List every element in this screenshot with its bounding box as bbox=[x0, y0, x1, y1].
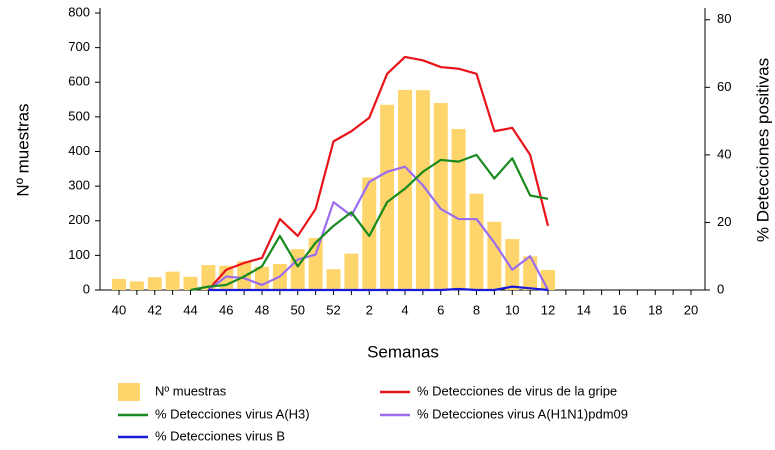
x-tick-label: 10 bbox=[505, 302, 519, 317]
y-tick-label: 800 bbox=[68, 4, 90, 19]
x-tick-label: 6 bbox=[437, 302, 444, 317]
x-tick-label: 42 bbox=[148, 302, 162, 317]
line bbox=[190, 153, 549, 292]
x-tick-label: 2 bbox=[366, 302, 373, 317]
legend-label: % Detecciones virus A(H1N1)pdm09 bbox=[417, 406, 628, 421]
y-axis-title: Nº muestras bbox=[13, 103, 32, 196]
x-tick-label: 40 bbox=[112, 302, 126, 317]
line bbox=[207, 55, 550, 291]
bar bbox=[469, 193, 484, 290]
bar bbox=[415, 90, 430, 291]
x-tick-label: 20 bbox=[684, 302, 698, 317]
bar bbox=[183, 276, 198, 290]
x-tick-label: 18 bbox=[648, 302, 662, 317]
bar bbox=[112, 278, 126, 290]
x-tick-label: 50 bbox=[291, 302, 305, 317]
bar bbox=[505, 239, 520, 290]
bar bbox=[451, 128, 466, 290]
x-tick-label: 12 bbox=[541, 302, 555, 317]
x-tick-label: 46 bbox=[219, 302, 233, 317]
x-tick-label: 16 bbox=[612, 302, 626, 317]
bar bbox=[201, 265, 216, 290]
legend-label: % Detecciones virus B bbox=[155, 428, 285, 443]
line bbox=[207, 165, 549, 291]
y-tick-label: 400 bbox=[68, 143, 90, 158]
bar bbox=[380, 104, 395, 290]
bar bbox=[308, 238, 323, 290]
x-axis-title: Semanas bbox=[367, 342, 439, 361]
x-tick-label: 8 bbox=[473, 302, 480, 317]
bar bbox=[326, 269, 341, 290]
bar bbox=[523, 256, 538, 290]
x-tick-label: 4 bbox=[401, 302, 408, 317]
y2-tick-label: 40 bbox=[717, 146, 731, 161]
y2-tick-label: 0 bbox=[717, 281, 724, 296]
y-tick-label: 0 bbox=[83, 281, 90, 296]
y-tick-label: 700 bbox=[68, 39, 90, 54]
legend-swatch bbox=[118, 383, 140, 401]
y2-tick-label: 80 bbox=[717, 11, 731, 26]
bar bbox=[433, 103, 448, 291]
y-tick-label: 300 bbox=[68, 178, 90, 193]
bar bbox=[344, 253, 359, 290]
y-tick-label: 200 bbox=[68, 212, 90, 227]
y2-tick-label: 20 bbox=[717, 214, 731, 229]
bar bbox=[129, 281, 144, 290]
legend-label: % Detecciones de virus de la gripe bbox=[417, 383, 617, 398]
x-tick-label: 48 bbox=[255, 302, 269, 317]
y-tick-label: 100 bbox=[68, 247, 90, 262]
bar bbox=[165, 271, 180, 290]
y2-tick-label: 60 bbox=[717, 79, 731, 94]
bar bbox=[147, 277, 162, 290]
x-tick-label: 44 bbox=[183, 302, 197, 317]
bar bbox=[290, 249, 305, 290]
x-tick-label: 52 bbox=[326, 302, 340, 317]
y-tick-label: 600 bbox=[68, 74, 90, 89]
x-tick-label: 14 bbox=[577, 302, 591, 317]
y-tick-label: 500 bbox=[68, 108, 90, 123]
bar bbox=[487, 221, 502, 290]
legend-label: % Detecciones virus A(H3) bbox=[155, 406, 310, 421]
legend-label: Nº muestras bbox=[155, 383, 227, 398]
y2-axis-title: % Detecciones positivas bbox=[753, 58, 772, 242]
line bbox=[208, 285, 549, 292]
